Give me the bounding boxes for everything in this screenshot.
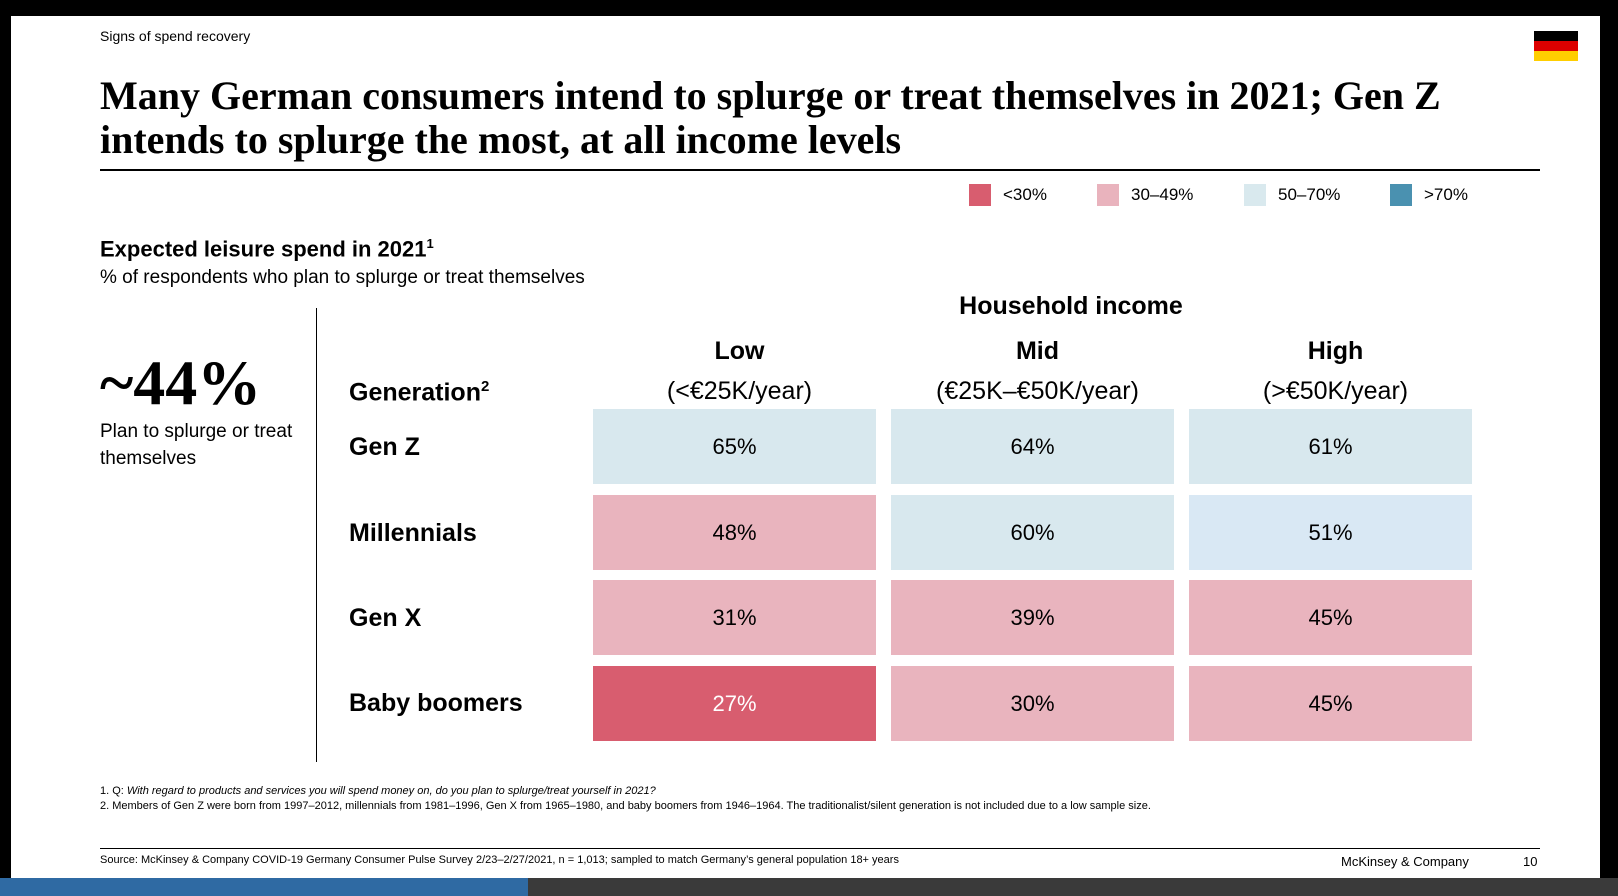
heatmap-value-label: 60% (1010, 519, 1055, 545)
legend-label: >70% (1424, 185, 1468, 204)
column-header-low: Low (<€25K/year) (593, 331, 886, 411)
column-range: (>€50K/year) (1262, 377, 1409, 405)
heatmap-cell-baby-boomers-mid: 30% (891, 666, 1174, 741)
heatmap-value-label: 65% (712, 433, 757, 459)
section-tag: Signs of spend recovery (100, 28, 251, 44)
heatmap-cell-baby-boomers-low: 27% (593, 666, 876, 741)
footer-divider (100, 848, 1540, 849)
legend-item-50-70: 50–70% (1244, 183, 1340, 207)
heatmap-cell-millennials-mid: 60% (891, 495, 1174, 570)
row-header-text: Generation (349, 378, 481, 407)
legend-swatch (1097, 184, 1119, 206)
legend-swatch (1390, 184, 1412, 206)
legend-item-30-49: 30–49% (1097, 183, 1193, 207)
legend-label: 50–70% (1278, 185, 1341, 204)
heatmap-value-label: 45% (1308, 690, 1353, 716)
heatmap-value-label: 51% (1308, 519, 1353, 545)
page-number: 10 (1523, 854, 1538, 869)
column-header-high: High (>€50K/year) (1189, 331, 1482, 411)
column-group-header: Household income (959, 292, 1183, 320)
source-note: Source: McKinsey & Company COVID-19 Germ… (100, 854, 899, 866)
heatmap-cell-gen-z-high: 61% (1189, 409, 1472, 484)
column-range: (<€25K/year) (666, 377, 813, 405)
heatmap-cell-gen-x-low: 31% (593, 580, 876, 655)
flag-stripe-gold (1534, 51, 1578, 61)
heatmap-value-label: 64% (1010, 433, 1055, 459)
row-label-millennials: Millennials (349, 519, 477, 547)
flag-stripe-black (1534, 31, 1578, 41)
headline-stat: ~44% (100, 347, 262, 418)
heatmap-value-label: 31% (712, 604, 757, 630)
column-header-mid: Mid (€25K–€50K/year) (891, 331, 1184, 411)
footnote-1-prefix: 1. Q: (100, 785, 127, 797)
legend-label: <30% (1003, 185, 1047, 204)
headline-stat-caption: Plan to splurge or treat themselves (100, 421, 293, 469)
footnote-1-question: With regard to products and services you… (126, 785, 656, 797)
heatmap-value-label: 27% (712, 690, 757, 716)
flag-stripe-red (1534, 41, 1578, 51)
legend-swatch (1244, 184, 1266, 206)
chart-unit-note: % of respondents who plan to splurge or … (100, 267, 585, 288)
chart-subtitle-text: Expected leisure spend in 2021 (100, 236, 427, 262)
footnote-2: 2. Members of Gen Z were born from 1997–… (100, 800, 1151, 812)
row-header: Generation2 (349, 378, 489, 407)
title-divider (100, 169, 1540, 171)
heatmap-cell-millennials-low: 48% (593, 495, 876, 570)
legend-item-over-70: >70% (1390, 183, 1468, 207)
brand-label: McKinsey & Company (1341, 854, 1469, 869)
column-range: (€25K–€50K/year) (936, 377, 1139, 405)
slide: Signs of spend recovery Many German cons… (11, 16, 1600, 878)
chart-subtitle: Expected leisure spend in 20211 (100, 236, 434, 262)
row-label-gen-x: Gen X (349, 604, 422, 632)
heatmap-cell-gen-z-mid: 64% (891, 409, 1174, 484)
germany-flag-icon (1534, 31, 1578, 61)
footnote-ref-2: 2 (480, 378, 490, 395)
column-name: Low (714, 337, 765, 365)
heatmap-value-label: 39% (1010, 604, 1055, 630)
legend-item-under-30: <30% (969, 183, 1047, 207)
row-label-baby-boomers: Baby boomers (349, 689, 523, 717)
bottom-bar-progress (0, 878, 528, 896)
heatmap-value-label: 61% (1308, 433, 1353, 459)
column-name: Mid (1015, 337, 1060, 365)
heatmap-value-label: 45% (1308, 604, 1353, 630)
bottom-bar (528, 878, 1618, 896)
page-title: Many German consumers intend to splurge … (100, 73, 1441, 162)
legend-label: 30–49% (1131, 185, 1194, 204)
heatmap-cell-gen-x-high: 45% (1189, 580, 1472, 655)
vertical-divider (316, 308, 317, 762)
heatmap-value-label: 30% (1010, 690, 1055, 716)
heatmap-value-label: 48% (712, 519, 757, 545)
heatmap-cell-millennials-high: 51% (1189, 495, 1472, 570)
row-label-gen-z: Gen Z (349, 433, 420, 461)
heatmap-cell-baby-boomers-high: 45% (1189, 666, 1472, 741)
column-name: High (1307, 337, 1364, 365)
heatmap-cell-gen-z-low: 65% (593, 409, 876, 484)
heatmap-cell-gen-x-mid: 39% (891, 580, 1174, 655)
footnote-ref-1: 1 (426, 236, 434, 251)
legend-swatch (969, 184, 991, 206)
footnote-1: 1. Q: With regard to products and servic… (100, 785, 656, 797)
